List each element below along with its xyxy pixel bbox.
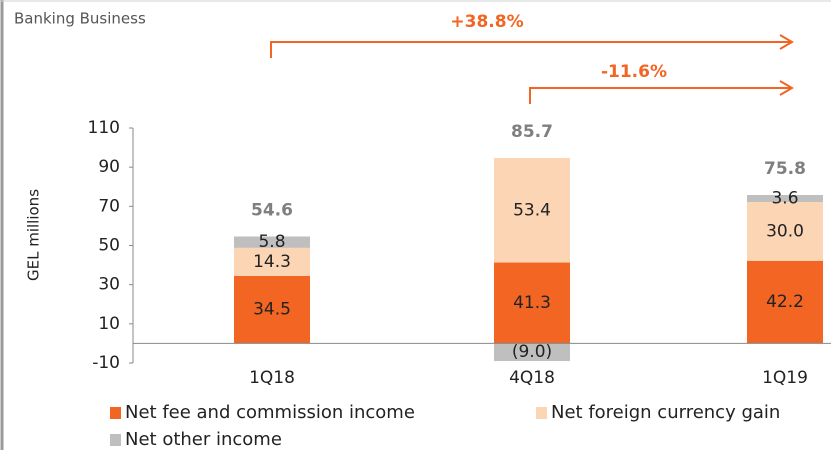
growth-arrows [270,34,794,104]
value-label: 42.2 [766,292,804,312]
bar-segment [747,202,823,261]
bar-segment [747,194,823,203]
value-label: 34.5 [253,300,291,320]
bar-segment [494,343,570,362]
legend-label: Net fee and commission income [125,402,415,423]
value-label: 41.3 [513,293,551,313]
chart-title: Banking Business [14,10,146,28]
bar-segment [494,262,570,344]
legend-swatch [110,407,121,419]
y-tick-label: 50 [98,236,120,256]
x-tick-label: 1Q18 [249,368,295,388]
y-axis-label: GEL millions [25,189,43,281]
bar-segment [747,260,823,344]
y-tick-label: 10 [98,314,120,334]
legend-label: Net foreign currency gain [551,402,780,423]
arrow-line [270,41,790,58]
value-label: 30.0 [766,221,804,241]
y-tick-label: 110 [88,118,120,138]
bar-segment [234,236,310,248]
arrow-line [529,87,790,104]
bar-segment [234,247,310,276]
arrow-head [779,34,794,50]
legend-swatch [110,434,121,446]
y-tick-label: -10 [92,353,120,373]
y-tick-label: 30 [98,275,120,295]
x-tick-label: 4Q18 [509,368,555,388]
total-label: 75.8 [764,159,806,179]
y-tick-label: 90 [98,157,120,177]
x-tick-label: 1Q19 [762,368,808,388]
legend-label: Net other income [125,429,282,450]
bar-segment [234,275,310,344]
value-label: 5.8 [258,232,285,252]
total-label: 54.6 [251,200,293,220]
value-label: 14.3 [253,252,291,272]
y-tick-label: 70 [98,196,120,216]
value-label: 53.4 [513,200,551,220]
bar-segment [494,157,570,263]
annotation: -11.6% [601,62,667,82]
total-label: 85.7 [511,122,553,142]
legend-swatch [536,407,547,419]
value-label: 3.6 [771,189,798,209]
arrow-head [779,80,794,96]
annotation: +38.8% [450,12,523,32]
value-label: (9.0) [512,342,552,362]
